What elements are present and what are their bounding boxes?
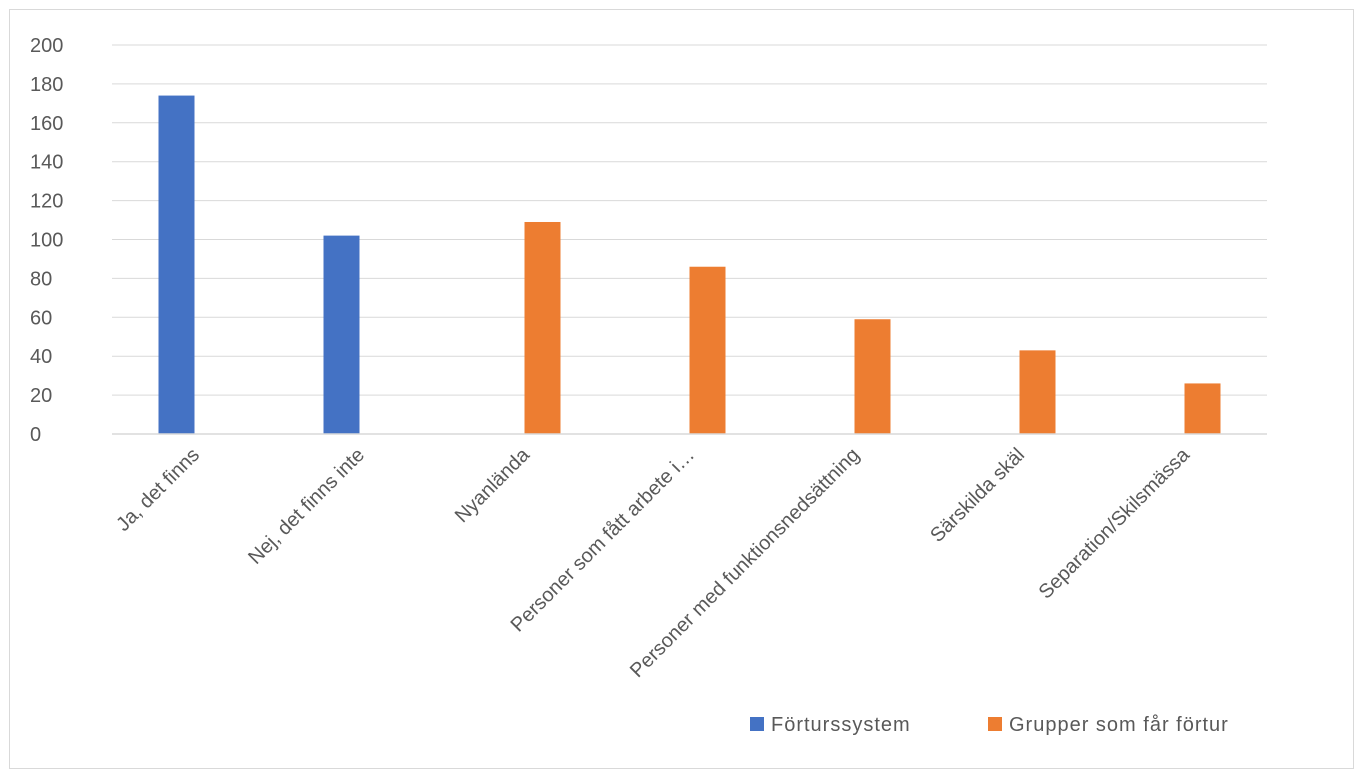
x-category-label: Särskilda skäl <box>926 444 1029 547</box>
legend-swatch <box>988 717 1002 731</box>
x-category-label: Personer som fått arbete i… <box>507 444 699 636</box>
x-category-label: Nej, det finns inte <box>244 444 369 569</box>
gridlines <box>112 44 1267 396</box>
y-tick-label: 180 <box>30 74 63 96</box>
y-tick-label: 40 <box>30 346 52 368</box>
y-axis-ticks: 0 20 40 60 80 100 120 140 160 180 200 <box>30 35 63 446</box>
y-tick-label: 80 <box>30 268 52 290</box>
x-axis-category-labels: Ja, det finns Nej, det finns inte Nyanländ… <box>112 443 1194 682</box>
bar <box>524 221 561 434</box>
y-tick-label: 120 <box>30 191 63 213</box>
y-tick-label: 0 <box>30 424 41 446</box>
y-tick-label: 200 <box>30 35 63 57</box>
bars <box>158 95 1221 434</box>
bar <box>323 235 360 434</box>
bar <box>1184 383 1221 434</box>
legend: Förturssystem Grupper som får förtur <box>750 714 1229 736</box>
chart-frame: 0 20 40 60 80 100 120 140 160 180 200 Ja, det finn… <box>9 9 1354 769</box>
y-tick-label: 160 <box>30 113 63 135</box>
legend-label: Förturssystem <box>771 714 911 736</box>
bar <box>1019 350 1056 434</box>
legend-label: Grupper som får förtur <box>1009 714 1229 736</box>
x-category-label: Separation/Skilsmässa <box>1035 443 1195 603</box>
x-category-label: Ja, det finns <box>112 444 204 536</box>
y-tick-label: 140 <box>30 152 63 174</box>
bar <box>689 266 726 434</box>
x-category-label: Nyanlända <box>451 443 535 527</box>
bar-chart: 0 20 40 60 80 100 120 140 160 180 200 Ja, det finn… <box>30 35 1267 736</box>
y-tick-label: 20 <box>30 385 52 407</box>
bar <box>854 319 891 434</box>
y-tick-label: 100 <box>30 230 63 252</box>
y-tick-label: 60 <box>30 307 52 329</box>
legend-swatch <box>750 717 764 731</box>
bar <box>158 95 195 434</box>
